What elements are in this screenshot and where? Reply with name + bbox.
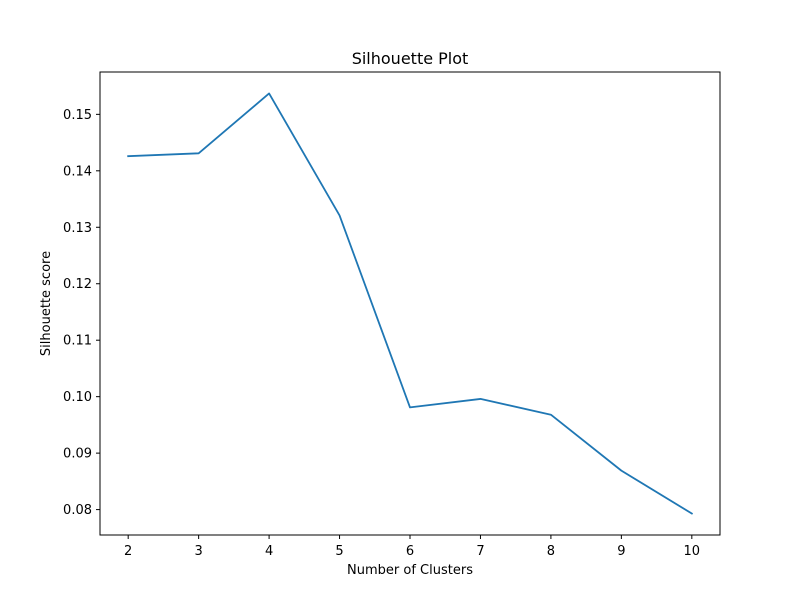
y-tick-label: 0.11 <box>63 334 92 349</box>
x-tick-label: 9 <box>617 544 625 559</box>
x-axis-label: Number of Clusters <box>347 563 473 578</box>
y-axis-label: Silhouette score <box>39 251 54 356</box>
series-line <box>127 92 694 515</box>
y-tick-label: 0.14 <box>63 164 92 179</box>
x-tick-label: 5 <box>335 544 343 559</box>
chart-title: Silhouette Plot <box>352 49 469 68</box>
x-axis: 2 3 4 5 6 7 8 9 10 <box>124 535 700 559</box>
plot-frame <box>99 71 721 536</box>
plot-area <box>100 72 720 535</box>
plot-background <box>100 72 720 535</box>
series-layer <box>127 92 694 515</box>
y-tick-label: 0.10 <box>63 390 92 405</box>
x-tick-label: 3 <box>194 544 202 559</box>
y-axis: 0.08 0.09 0.10 0.11 0.12 0.13 0.14 0.15 <box>63 108 100 518</box>
x-tick-label: 8 <box>547 544 555 559</box>
x-tick-label: 10 <box>684 544 701 559</box>
x-tick-label: 4 <box>265 544 273 559</box>
x-tick-label: 7 <box>476 544 484 559</box>
y-tick-label: 0.12 <box>63 277 92 292</box>
y-tick-label: 0.13 <box>63 221 92 236</box>
x-tick-label: 2 <box>124 544 132 559</box>
y-tick-label: 0.09 <box>63 447 92 462</box>
y-tick-label: 0.15 <box>63 108 92 123</box>
y-tick-label: 0.08 <box>63 503 92 518</box>
x-tick-label: 6 <box>406 544 414 559</box>
